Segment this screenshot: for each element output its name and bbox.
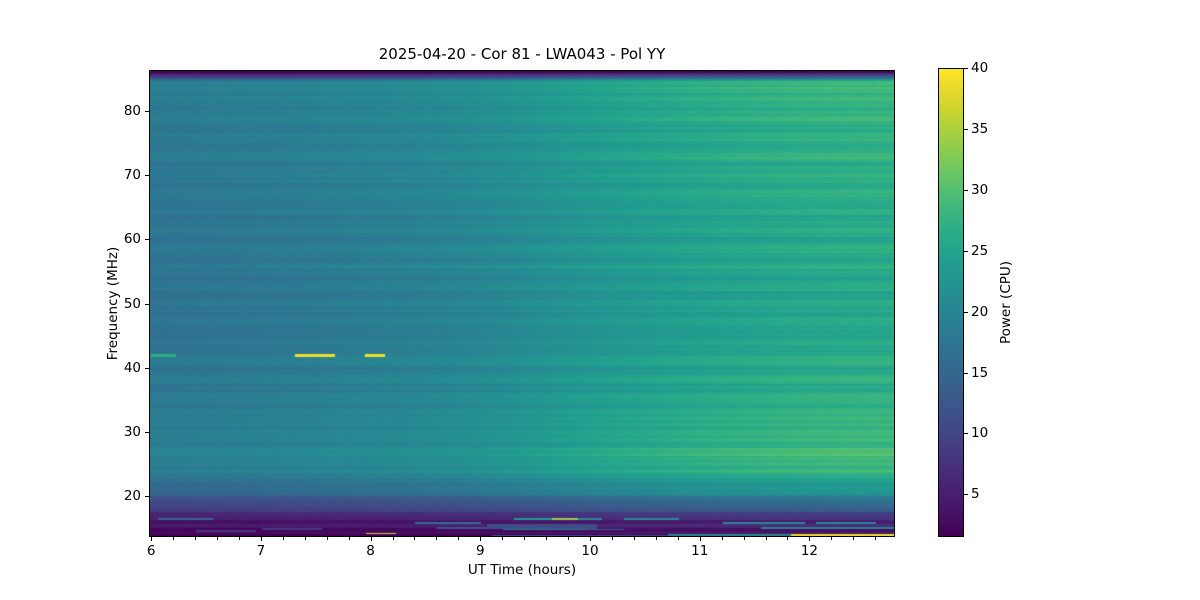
y-tick-mark <box>145 431 149 433</box>
x-tick-mark <box>260 537 262 541</box>
x-minor-tick-mark <box>546 537 548 540</box>
colorbar-tick-mark <box>964 433 968 435</box>
x-tick-mark <box>480 537 482 541</box>
x-minor-tick-mark <box>787 537 789 540</box>
y-tick-label: 30 <box>123 423 141 440</box>
y-tick-mark <box>145 111 149 113</box>
x-minor-tick-mark <box>655 537 657 540</box>
x-minor-tick-mark <box>282 537 284 540</box>
colorbar-tick-mark <box>964 128 968 130</box>
x-minor-tick-mark <box>502 537 504 540</box>
colorbar-tick-label: 35 <box>971 120 989 137</box>
x-minor-tick-mark <box>831 537 833 540</box>
colorbar-tick-mark <box>964 311 968 313</box>
x-minor-tick-mark <box>853 537 855 540</box>
y-tick-label: 80 <box>123 103 141 120</box>
x-minor-tick-mark <box>238 537 240 540</box>
x-tick-mark <box>699 537 701 541</box>
x-tick-mark <box>151 537 153 541</box>
x-tick-label: 11 <box>691 543 709 559</box>
y-tick-mark <box>145 367 149 369</box>
spectrogram-heatmap[interactable] <box>150 71 894 536</box>
x-minor-tick-mark <box>348 537 350 540</box>
x-minor-tick-mark <box>414 537 416 540</box>
colorbar-tick-label: 25 <box>971 242 989 259</box>
colorbar-tick-mark <box>964 189 968 191</box>
y-tick-label: 40 <box>123 359 141 376</box>
x-minor-tick-mark <box>743 537 745 540</box>
x-minor-tick-mark <box>677 537 679 540</box>
colorbar-tick-label: 40 <box>971 60 989 76</box>
x-minor-tick-mark <box>217 537 219 540</box>
colorbar-tick-label: 15 <box>971 364 989 381</box>
x-minor-tick-mark <box>611 537 613 540</box>
x-minor-tick-mark <box>568 537 570 540</box>
x-tick-label: 6 <box>146 543 156 559</box>
x-tick-mark <box>809 537 811 541</box>
x-tick-label: 8 <box>366 543 375 559</box>
x-tick-label: 9 <box>476 543 485 559</box>
x-tick-label: 7 <box>256 543 266 559</box>
colorbar-tick-label: 20 <box>971 303 989 320</box>
y-tick-label: 50 <box>123 295 141 312</box>
x-minor-tick-mark <box>173 537 175 540</box>
x-minor-tick-mark <box>458 537 460 540</box>
y-tick-label: 70 <box>123 167 141 184</box>
x-tick-label: 10 <box>581 543 599 559</box>
colorbar-tick-mark <box>964 372 968 374</box>
x-minor-tick-mark <box>765 537 767 540</box>
x-minor-tick-mark <box>392 537 394 540</box>
y-tick-mark <box>145 175 149 177</box>
x-tick-mark <box>370 537 372 541</box>
x-minor-tick-mark <box>195 537 197 540</box>
y-tick-label: 60 <box>123 231 141 248</box>
colorbar-tick-mark <box>964 494 968 496</box>
colorbar-tick-label: 30 <box>971 181 989 198</box>
x-tick-label: 12 <box>800 543 819 559</box>
page-title: 2025-04-20 - Cor 81 - LWA043 - Pol YY <box>378 45 666 63</box>
colorbar-label: Power (CPU) <box>998 260 1014 345</box>
x-tick-mark <box>590 537 592 541</box>
y-tick-mark <box>145 239 149 241</box>
colorbar-gradient <box>939 69 963 536</box>
colorbar-tick-mark <box>964 68 968 69</box>
y-tick-label: 20 <box>123 487 141 504</box>
y-axis-label: Frequency (MHz) <box>105 246 121 361</box>
spectrogram-axes[interactable] <box>149 70 895 537</box>
y-tick-mark <box>145 495 149 497</box>
colorbar-tick-label: 5 <box>971 486 980 503</box>
x-minor-tick-mark <box>436 537 438 540</box>
y-tick-mark <box>145 303 149 305</box>
colorbar-axes[interactable] <box>938 68 964 537</box>
x-minor-tick-mark <box>875 537 877 540</box>
colorbar-tick-label: 10 <box>971 425 989 442</box>
x-minor-tick-mark <box>524 537 526 540</box>
x-minor-tick-mark <box>326 537 328 540</box>
x-minor-tick-mark <box>721 537 723 540</box>
x-minor-tick-mark <box>304 537 306 540</box>
x-axis-label: UT Time (hours) <box>467 562 577 578</box>
x-minor-tick-mark <box>633 537 635 540</box>
colorbar-tick-mark <box>964 250 968 252</box>
